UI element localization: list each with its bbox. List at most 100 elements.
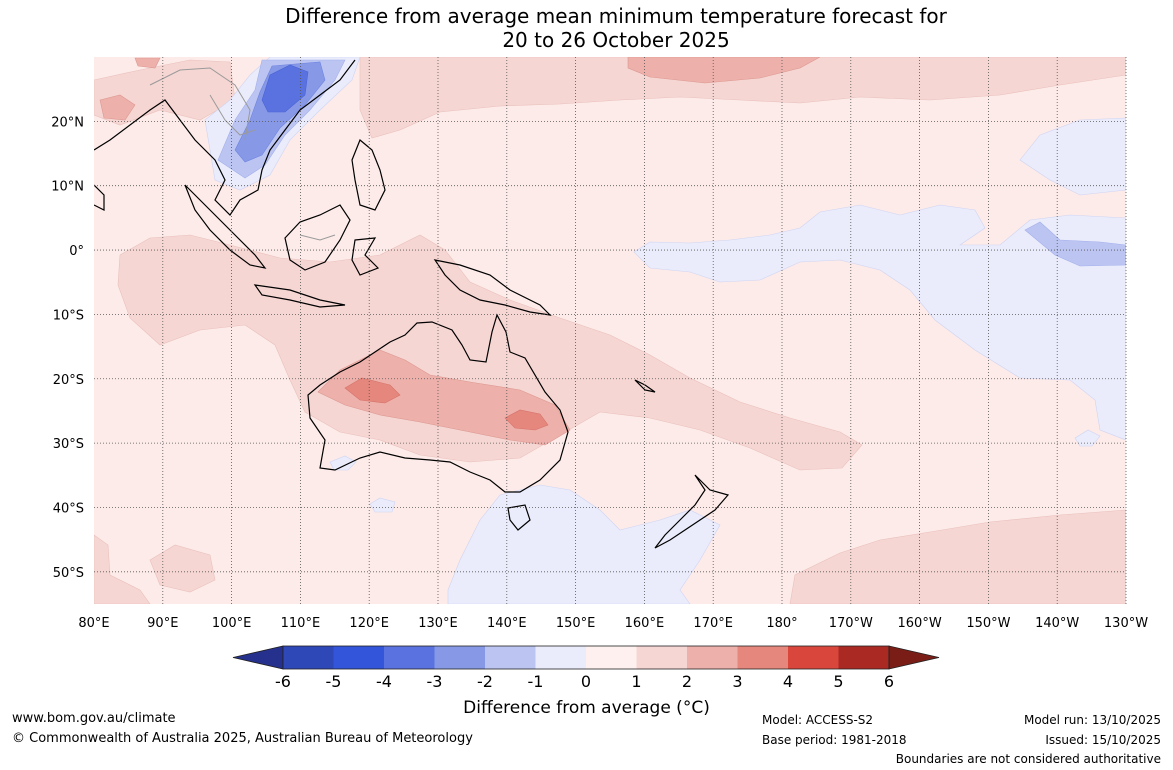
colorbar-segment [838, 646, 889, 669]
tasmania-coastline [507, 504, 531, 531]
colorbar-segment [687, 646, 738, 669]
new-caledonia-coastline [634, 379, 656, 393]
anomaly-field [94, 57, 1126, 604]
colorbar-segment [737, 646, 788, 669]
y-tick-label: 40°S [53, 501, 84, 516]
y-tick-label: 0° [69, 244, 84, 259]
anomaly-band-neg1-0 [633, 204, 1126, 441]
x-tick-label: 140°E [487, 616, 527, 631]
forecast-map: 80°E 90°E 100°E 110°E 120°E 130°E 140°E 150°E 16… [51, 57, 1148, 691]
java-coastline [253, 284, 346, 308]
footer-disclaimer: Boundaries are not considered authoritat… [895, 752, 1161, 766]
x-tick-label: 160°W [898, 616, 942, 631]
footer-website[interactable]: www.bom.gov.au/climate [12, 711, 176, 726]
chart-title: Difference from average mean minimum tem… [0, 4, 1173, 52]
colorbar-frame [282, 645, 890, 670]
border-line [209, 94, 256, 136]
x-axis-tick-labels: 80°E 90°E 100°E 110°E 120°E 130°E 140°E 150°E 16… [78, 616, 1148, 631]
colorbar-tick-label: 3 [732, 672, 742, 691]
x-tick-label: 130°E [418, 616, 458, 631]
footer-copyright: © Commonwealth of Australia 2025, Austra… [12, 731, 473, 746]
colorbar-label: Difference from average (°C) [0, 698, 1173, 718]
anomaly-band-1-2 [94, 534, 151, 604]
colorbar-high-arrow [888, 645, 940, 670]
anomaly-band-1-2 [117, 234, 863, 471]
anomaly-band-3-4 [344, 377, 401, 404]
x-tick-label: 140°W [1035, 616, 1079, 631]
y-tick-label: 10°N [51, 180, 84, 195]
x-tick-label: 90°E [147, 616, 178, 631]
colorbar-tick-label: 0 [581, 672, 591, 691]
footer-base-period: Base period: 1981-2018 [762, 733, 907, 747]
anomaly-band-neg4-neg3 [261, 64, 309, 113]
footer-model-run: Model run: 13/10/2025 [1023, 713, 1161, 727]
new-zealand-coastline [654, 474, 730, 549]
anomaly-band-3-4 [504, 409, 549, 431]
colorbar-segment [535, 646, 586, 669]
y-tick-label: 10°S [53, 308, 84, 323]
colorbar-segment [384, 646, 435, 669]
colorbar-tick-label: 2 [682, 672, 692, 691]
anomaly-band-2-3 [99, 94, 136, 121]
anomaly-band-2-3 [627, 57, 821, 84]
australia-coastline [307, 313, 569, 493]
gridlines [94, 57, 1127, 604]
sulawesi-coastline [351, 237, 380, 276]
colorbar-tick-label: 1 [631, 672, 641, 691]
colorbar-tick-labels: -6 -5 -4 -3 -2 -1 0 1 2 3 4 5 6 [275, 672, 894, 691]
x-tick-label: 170°E [693, 616, 733, 631]
x-tick-label: 100°E [212, 616, 252, 631]
colorbar-tick-label: -5 [326, 672, 342, 691]
colorbar-tick-label: 5 [833, 672, 843, 691]
anomaly-band-neg1-0 [1074, 429, 1101, 447]
x-tick-label: 120°E [349, 616, 389, 631]
x-tick-label: 80°E [78, 616, 109, 631]
anomaly-band-1-2 [359, 57, 1126, 139]
y-tick-label: 20°N [51, 115, 84, 130]
coastlines [94, 59, 730, 549]
borneo-coastline [284, 204, 351, 271]
y-axis-tick-labels: 20°N 10°N 0° 10°S 20°S 30°S 40°S 50°S [51, 115, 84, 580]
anomaly-band-1-2 [149, 544, 216, 593]
anomaly-band-neg1-0 [329, 455, 357, 471]
x-tick-label: 170°W [829, 616, 873, 631]
colorbar-low-arrow [232, 645, 284, 670]
colorbar-tick-label: 4 [783, 672, 793, 691]
colorbar-tick-label: 6 [884, 672, 894, 691]
anomaly-band-1-2 [789, 509, 1126, 604]
x-tick-label: 160°E [625, 616, 665, 631]
colorbar-tick-label: -2 [477, 672, 493, 691]
anomaly-band-2-3 [134, 57, 161, 69]
y-tick-label: 30°S [53, 437, 84, 452]
footer-issued: Issued: 15/10/2025 [1045, 733, 1161, 747]
colorbar-tick-label: -1 [528, 672, 544, 691]
colorbar-segment [283, 646, 334, 669]
asia-mainland-coastline [94, 59, 356, 216]
colorbar-tick-label: -4 [376, 672, 392, 691]
philippines-coastline [351, 139, 386, 211]
colorbar [232, 645, 940, 670]
colorbar-segment [333, 646, 384, 669]
x-tick-label: 110°E [281, 616, 321, 631]
colorbar-segment [636, 646, 687, 669]
colorbar-tick-label: -3 [427, 672, 443, 691]
anomaly-band-neg2-neg1 [1024, 221, 1126, 267]
colorbar-label-text: Difference from average ( [463, 698, 683, 718]
country-borders [149, 67, 336, 241]
y-tick-label: 20°S [53, 373, 84, 388]
footer-model: Model: ACCESS-S2 [762, 713, 874, 727]
new-guinea-coastline [433, 259, 552, 316]
x-tick-label: 150°E [556, 616, 596, 631]
anomaly-band-neg1-0 [1019, 117, 1126, 196]
border-line [149, 67, 251, 141]
sri-lanka-coastline [94, 184, 105, 211]
colorbar-segment [586, 646, 637, 669]
x-tick-label: 150°W [966, 616, 1010, 631]
colorbar-label-close: ) [703, 698, 710, 718]
title-line-1: Difference from average mean minimum tem… [285, 4, 947, 28]
colorbar-segment [434, 646, 485, 669]
x-tick-label: 180° [766, 616, 797, 631]
colorbar-label-unit: °C [682, 698, 704, 718]
colorbar-segment [485, 646, 536, 669]
x-tick-label: 130°W [1104, 616, 1148, 631]
